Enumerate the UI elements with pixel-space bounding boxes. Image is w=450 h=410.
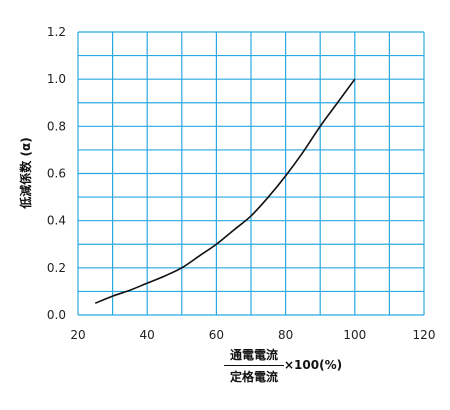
series-layer [94,78,356,304]
x-axis-ticks: 20 40 60 80 100 120 [70,328,435,342]
grid [77,31,425,316]
x-axis-numerator: 通電電流 [229,348,278,362]
x-tick-label: 120 [413,328,436,342]
y-tick-label: 0.8 [47,119,66,133]
x-tick-label: 20 [70,328,85,342]
y-tick-label: 1.0 [47,72,66,86]
x-tick-label: 100 [343,328,366,342]
y-tick-label: 0.2 [47,261,66,275]
x-tick-label: 60 [209,328,224,342]
y-tick-label: 0.4 [47,214,66,228]
series-line [94,78,356,304]
x-tick-label: 40 [140,328,155,342]
x-tick-label: 80 [278,328,293,342]
x-axis-suffix: ×100(%) [284,358,343,372]
y-tick-label: 0.6 [47,167,66,181]
x-axis-fraction: 通電電流 定格電流 [224,346,284,386]
y-axis-ticks: 0.0 0.2 0.4 0.6 0.8 1.0 1.2 [47,25,66,322]
fraction-bar [224,365,284,366]
y-tick-label: 1.2 [47,25,66,39]
y-tick-label: 0.0 [47,308,66,322]
x-axis-denominator: 定格電流 [229,370,278,384]
x-axis-label: 通電電流 定格電流 ×100(%) [224,346,384,390]
y-axis-label: 低減係数 (α) [18,137,33,209]
